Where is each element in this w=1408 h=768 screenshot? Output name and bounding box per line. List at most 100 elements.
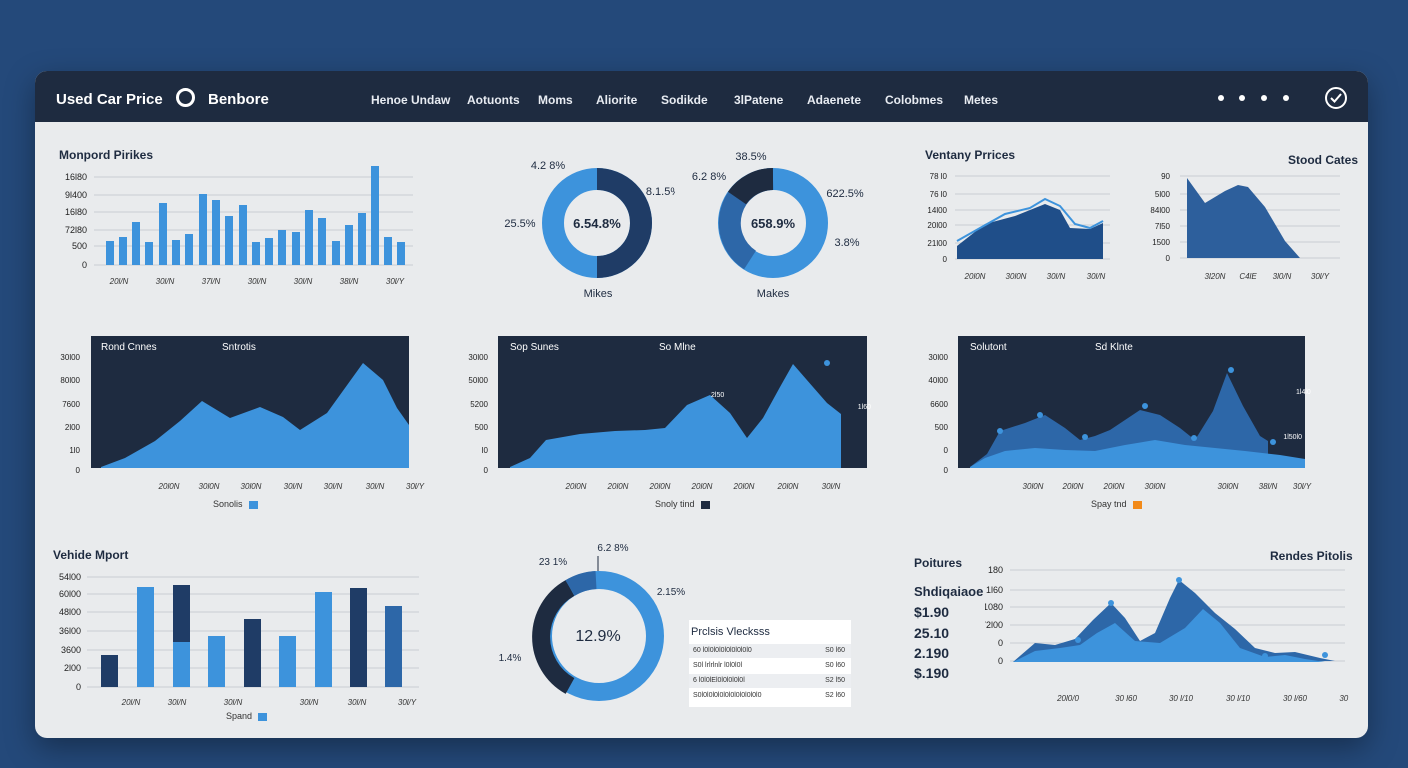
donut-label: 6.2 8% bbox=[692, 171, 726, 183]
table-cell: S0l lrlrlnlr l0l0l0l bbox=[693, 662, 743, 669]
donut-label: 38.5% bbox=[735, 151, 766, 163]
y-tick: 0 bbox=[944, 466, 949, 475]
x-tick: 20l0N bbox=[565, 482, 587, 491]
y-tick: 80l00 bbox=[60, 376, 80, 385]
menu-dot-icon[interactable] bbox=[1239, 95, 1245, 101]
y-tick: 0 bbox=[943, 255, 948, 264]
menu-dot-icon[interactable] bbox=[1261, 95, 1267, 101]
x-tick: 30l/Y bbox=[386, 277, 405, 286]
y-tick: 20l00 bbox=[927, 221, 947, 230]
x-tick: 30l0N bbox=[241, 482, 262, 491]
nav-item-7[interactable]: Adaenete bbox=[807, 93, 862, 107]
y-tick: 500 bbox=[72, 241, 87, 251]
nav-item-5[interactable]: Sodikde bbox=[661, 93, 708, 107]
x-tick: 38l/N bbox=[1259, 482, 1278, 491]
bar bbox=[318, 218, 326, 265]
x-tick: 30l/N bbox=[822, 482, 841, 491]
table-row[interactable]: 60 l0l0l0l0l0l0l0l0l0 S0 l60 bbox=[689, 644, 851, 658]
bar bbox=[185, 234, 193, 265]
x-tick: 20l0N bbox=[649, 482, 671, 491]
nav-item-6[interactable]: 3lPatene bbox=[734, 93, 784, 107]
x-tick: 20l0/0 bbox=[1056, 694, 1079, 703]
top-area-2-title: Stood Cates bbox=[1288, 153, 1359, 167]
table-row[interactable]: S0l lrlrlnlr l0l0l0l S0 l60 bbox=[689, 659, 851, 673]
x-tick: 30l0N bbox=[1218, 482, 1239, 491]
bar bbox=[172, 240, 180, 265]
data-point bbox=[1262, 653, 1268, 659]
menu-dot-icon[interactable] bbox=[1218, 95, 1224, 101]
stats-heading: Shdiqaiaoe bbox=[914, 584, 984, 599]
table-title: Prclsis Vlecksss bbox=[691, 626, 770, 638]
x-tick: 30l/Y bbox=[1293, 482, 1312, 491]
area-series bbox=[957, 204, 1103, 259]
x-tick: 30l0N bbox=[1023, 482, 1044, 491]
area-series bbox=[970, 440, 1305, 468]
nav-item-1[interactable]: Henoe Undaw bbox=[371, 93, 451, 107]
bar bbox=[292, 232, 300, 265]
nav-item-9[interactable]: Metes bbox=[964, 93, 999, 107]
area-series bbox=[101, 363, 409, 468]
donut-center-label: 6.54.8% bbox=[573, 216, 621, 231]
stat-value: 25.10 bbox=[914, 625, 950, 641]
bar bbox=[265, 238, 273, 265]
y-tick: 0 bbox=[484, 466, 489, 475]
mid-area-chart-2: Sop Sunes So Mlne 30l00 50l00 5200 500 l… bbox=[468, 336, 871, 491]
donut-label: 8.1.5% bbox=[646, 186, 675, 198]
top-area-1-title: Ventany Prrices bbox=[925, 148, 1016, 162]
annotation: 1l60 bbox=[858, 404, 871, 411]
y-tick: 500 bbox=[935, 423, 949, 432]
mid1-legend: Sonolis bbox=[213, 499, 258, 509]
x-tick: 30l/N bbox=[300, 698, 319, 707]
x-tick: 30 l/l0 bbox=[1339, 694, 1350, 703]
x-tick: 30l/Y bbox=[398, 698, 417, 707]
data-point bbox=[997, 428, 1003, 434]
data-table: Prclsis Vlecksss 60 l0l0l0l0l0l0l0l0l0 S… bbox=[689, 620, 851, 707]
bar bbox=[244, 619, 261, 687]
x-tick: 30l0N bbox=[199, 482, 220, 491]
donut-label: 4.2 8% bbox=[531, 160, 565, 172]
mid2-legend: Snoly tind bbox=[655, 499, 710, 509]
bar bbox=[252, 242, 260, 265]
chart-header-right: Sd Klnte bbox=[1095, 342, 1133, 353]
menu-dot-icon[interactable] bbox=[1283, 95, 1289, 101]
x-tick: 30l/N bbox=[1047, 272, 1066, 281]
nav-item-2[interactable]: Aotuonts bbox=[467, 93, 520, 107]
x-tick: 20l0N bbox=[691, 482, 713, 491]
y-tick: 500 bbox=[475, 423, 489, 432]
chart-header-left: Sop Sunes bbox=[510, 342, 559, 353]
x-tick: 30l/N bbox=[284, 482, 303, 491]
x-tick: 20l0N bbox=[733, 482, 755, 491]
bar bbox=[225, 216, 233, 265]
nav-item-3[interactable]: Moms bbox=[538, 93, 573, 107]
legend-swatch bbox=[700, 500, 710, 509]
x-tick: 3l20N bbox=[1205, 272, 1226, 281]
x-tick: 30l/Y bbox=[1311, 272, 1330, 281]
donut-label: 3.8% bbox=[834, 237, 859, 249]
y-tick: 30l00 bbox=[60, 353, 80, 362]
y-tick: 30l00 bbox=[928, 353, 948, 362]
table-row[interactable]: 6 l0l0lEl0l0l0l0l0l S2 l50 bbox=[689, 674, 851, 688]
x-tick: 30l/N bbox=[156, 277, 175, 286]
bar bbox=[137, 587, 154, 687]
y-tick: 16l80 bbox=[65, 207, 87, 217]
y-tick: 0 bbox=[998, 638, 1003, 648]
y-tick: 3600 bbox=[61, 645, 81, 655]
table-row[interactable]: S0l0l0l0l0l0l0l0l0l0l0l0 S2 l60 bbox=[689, 689, 851, 703]
nav-item-4[interactable]: Aliorite bbox=[596, 93, 638, 107]
donut-label: 23 1% bbox=[539, 557, 567, 568]
stat-value: $.190 bbox=[914, 665, 950, 681]
check-circle-icon[interactable] bbox=[1325, 87, 1347, 109]
bar bbox=[278, 230, 286, 265]
bar bbox=[384, 237, 392, 265]
legend-label: Spay tnd bbox=[1091, 499, 1127, 509]
bar bbox=[212, 200, 220, 265]
data-point bbox=[1142, 403, 1148, 409]
donut-label: 6.2 8% bbox=[597, 543, 628, 554]
x-tick: 20l0N bbox=[964, 272, 986, 281]
bar bbox=[106, 241, 114, 265]
x-tick: 30 l/10 bbox=[1169, 694, 1194, 703]
donut-slice bbox=[596, 168, 652, 278]
donut-slice bbox=[565, 571, 597, 596]
donut-chart-2: 658.9% 38.5% 6.2 8% 622.5% 3.8% Makes bbox=[692, 151, 864, 300]
nav-item-8[interactable]: Colobmes bbox=[885, 93, 944, 107]
